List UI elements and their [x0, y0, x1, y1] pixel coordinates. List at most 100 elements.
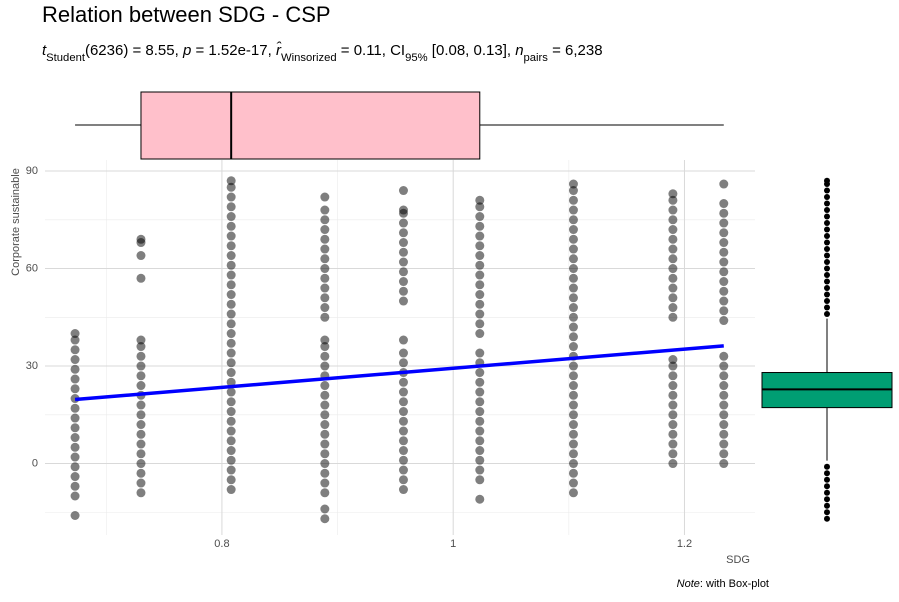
- x-tick-label: 0.8: [214, 538, 229, 550]
- outlier: [824, 187, 830, 194]
- point: [320, 264, 330, 274]
- point: [226, 329, 236, 339]
- point: [136, 429, 146, 439]
- text-segment: = 1.52e-17,: [191, 42, 276, 59]
- point: [136, 361, 146, 371]
- point: [70, 433, 80, 443]
- x-tick-label: 1: [450, 538, 456, 550]
- point: [226, 251, 236, 261]
- point: [719, 429, 729, 439]
- point: [398, 205, 408, 215]
- point: [320, 205, 330, 215]
- y-axis-label: Corporate sustainable: [10, 168, 22, 276]
- point: [719, 361, 729, 371]
- point: [70, 423, 80, 433]
- point: [475, 387, 485, 397]
- text-segment: n: [515, 42, 523, 59]
- outlier: [824, 213, 830, 220]
- point: [568, 410, 578, 420]
- outlier: [824, 483, 830, 490]
- point: [226, 407, 236, 417]
- point: [70, 355, 80, 365]
- point: [398, 247, 408, 257]
- point: [398, 358, 408, 368]
- outlier: [824, 278, 830, 285]
- outlier: [824, 496, 830, 503]
- point: [568, 449, 578, 459]
- point: [568, 429, 578, 439]
- point: [398, 228, 408, 238]
- outlier: [824, 239, 830, 246]
- outlier: [824, 502, 830, 509]
- point: [226, 202, 236, 212]
- point: [226, 192, 236, 202]
- point: [568, 439, 578, 449]
- point: [398, 455, 408, 465]
- outlier: [824, 246, 830, 253]
- point: [398, 218, 408, 228]
- point: [568, 293, 578, 303]
- point: [719, 277, 729, 287]
- point: [320, 254, 330, 264]
- point: [719, 179, 729, 189]
- point: [475, 446, 485, 456]
- point: [136, 381, 146, 391]
- point: [475, 368, 485, 378]
- point: [568, 186, 578, 196]
- y-tick-label: 30: [26, 360, 38, 372]
- point: [70, 472, 80, 482]
- point: [719, 208, 729, 218]
- point: [398, 267, 408, 277]
- point: [70, 442, 80, 452]
- point: [226, 290, 236, 300]
- point: [668, 449, 678, 459]
- point: [568, 322, 578, 332]
- point: [568, 459, 578, 469]
- outlier: [824, 220, 830, 227]
- point: [320, 504, 330, 514]
- point: [398, 277, 408, 287]
- point: [398, 416, 408, 426]
- text-segment: p: [182, 42, 191, 59]
- point: [70, 403, 80, 413]
- point: [568, 381, 578, 391]
- point: [320, 478, 330, 488]
- point: [475, 397, 485, 407]
- y-tick-label: 0: [32, 457, 38, 469]
- point: [475, 290, 485, 300]
- point: [719, 351, 729, 361]
- chart-title: Relation between SDG - CSP: [42, 2, 331, 27]
- point: [70, 329, 80, 339]
- outlier: [824, 252, 830, 259]
- outlier: [824, 304, 830, 311]
- point: [668, 264, 678, 274]
- point: [226, 377, 236, 387]
- point: [668, 189, 678, 199]
- point: [320, 410, 330, 420]
- point: [398, 436, 408, 446]
- point: [70, 481, 80, 491]
- point: [320, 468, 330, 478]
- outlier: [824, 233, 830, 240]
- point: [320, 192, 330, 202]
- point: [568, 390, 578, 400]
- point: [668, 439, 678, 449]
- point: [568, 264, 578, 274]
- outlier: [824, 476, 830, 483]
- outlier: [824, 489, 830, 496]
- x-tick-label: 1.2: [677, 538, 692, 550]
- chart-subtitle: tStudent(6236) = 8.55, p = 1.52e-17, r̂W…: [42, 41, 603, 64]
- point: [475, 221, 485, 231]
- point: [668, 195, 678, 205]
- outlier: [824, 177, 830, 184]
- point: [398, 257, 408, 267]
- point: [226, 358, 236, 368]
- text-segment: [0.08, 0.13],: [428, 42, 516, 59]
- box: [140, 91, 481, 160]
- point: [226, 348, 236, 358]
- point: [475, 475, 485, 485]
- point: [136, 335, 146, 345]
- point: [668, 293, 678, 303]
- point: [226, 231, 236, 241]
- text-segment: = 6,238: [548, 42, 603, 59]
